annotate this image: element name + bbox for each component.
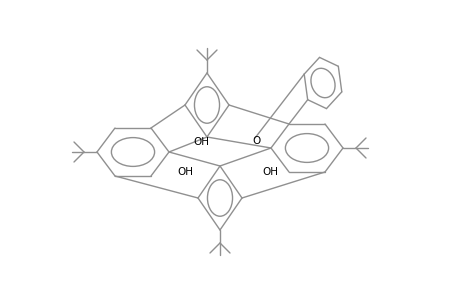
- Text: OH: OH: [262, 167, 277, 177]
- Text: OH: OH: [193, 137, 208, 147]
- Text: O: O: [252, 136, 260, 146]
- Text: OH: OH: [177, 167, 193, 177]
